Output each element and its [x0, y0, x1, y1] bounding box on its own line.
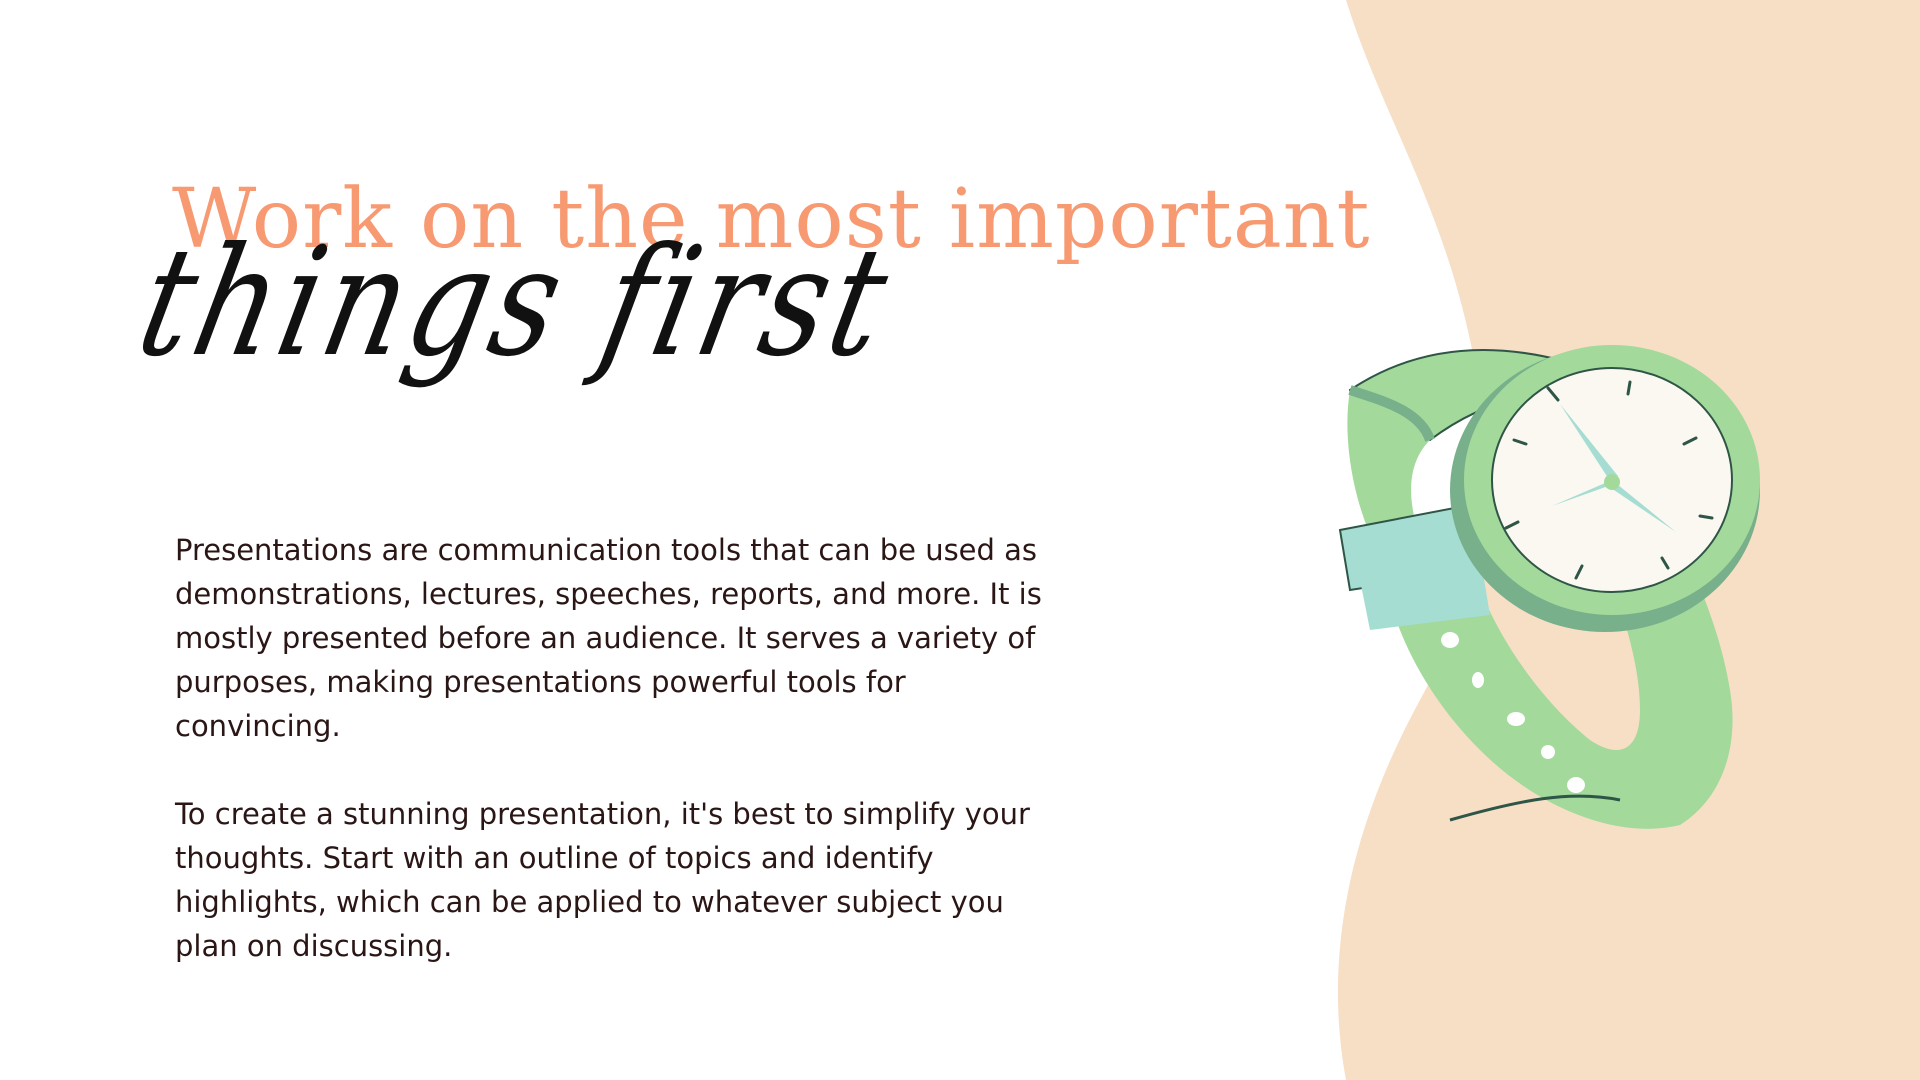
script-subtitle: things first	[125, 216, 906, 390]
wristwatch-icon	[1338, 345, 1760, 829]
body-text: Presentations are communication tools th…	[175, 528, 1055, 1012]
slide-title: Work on the most important	[172, 172, 1371, 267]
paragraph-1: Presentations are communication tools th…	[175, 533, 1042, 743]
paragraph-2: To create a stunning presentation, it's …	[175, 797, 1030, 963]
